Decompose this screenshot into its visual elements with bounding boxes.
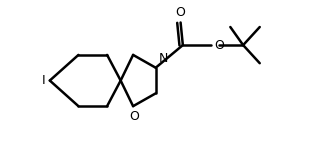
Text: O: O <box>214 39 224 52</box>
Text: N: N <box>159 52 168 65</box>
Text: O: O <box>176 6 186 19</box>
Text: O: O <box>129 110 139 123</box>
Text: I: I <box>42 74 45 87</box>
